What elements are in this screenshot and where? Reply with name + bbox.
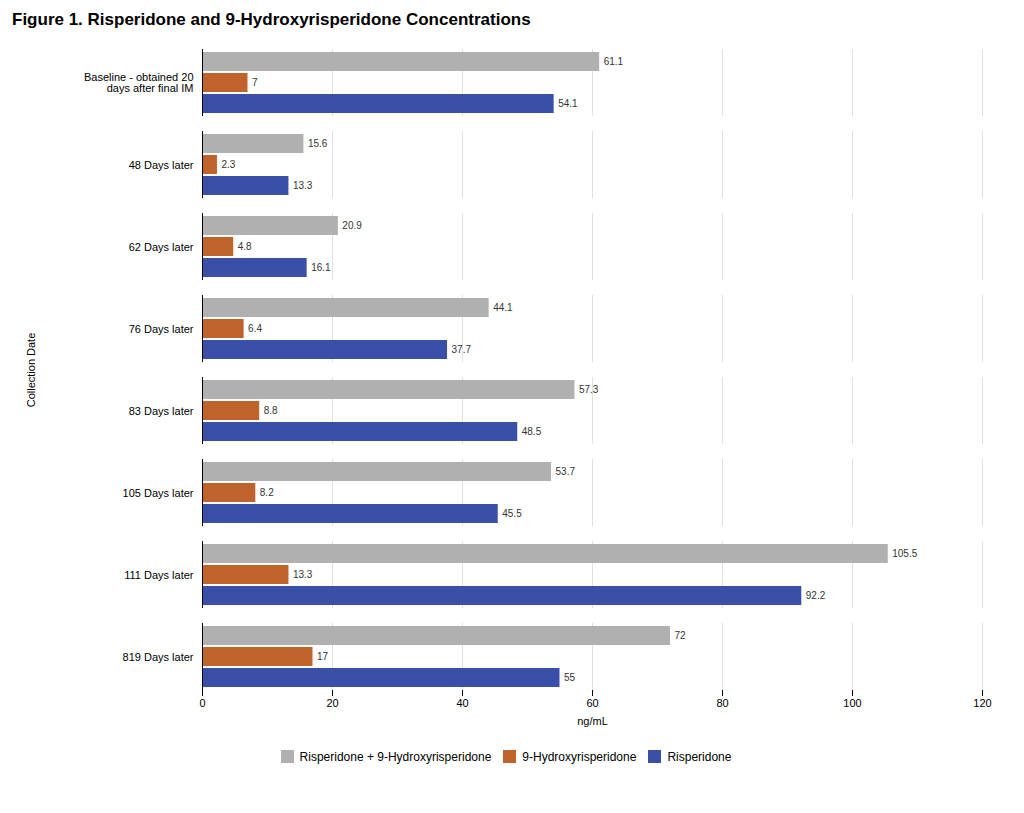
svg-text:Baseline - obtained 20days aft: Baseline - obtained 20days after final I…	[84, 71, 193, 94]
svg-text:80: 80	[716, 697, 728, 709]
svg-text:61.1: 61.1	[604, 56, 624, 67]
svg-text:92.2: 92.2	[806, 590, 826, 601]
svg-text:72: 72	[675, 630, 687, 641]
svg-text:105 Days later: 105 Days later	[123, 487, 194, 499]
svg-text:44.1: 44.1	[493, 302, 513, 313]
svg-text:4.8: 4.8	[238, 241, 252, 252]
html-text:Risperidone + 9-Hydroxyrisperi: Risperidone + 9-Hydroxyrisperidone	[299, 749, 492, 764]
svg-text:819 Days later: 819 Days later	[123, 651, 194, 663]
svg-text:62 Days later: 62 Days later	[129, 241, 194, 253]
svg-text:45.5: 45.5	[502, 508, 522, 519]
svg-text:55: 55	[564, 672, 576, 683]
html-text:Risperidone: Risperidone	[667, 749, 732, 764]
svg-text:2.3: 2.3	[221, 159, 235, 170]
svg-text:120: 120	[973, 697, 991, 709]
svg-text:105.5: 105.5	[892, 548, 917, 559]
svg-text:48 Days later: 48 Days later	[129, 159, 194, 171]
svg-text:8.2: 8.2	[260, 487, 274, 498]
svg-text:Collection Date: Collection Date	[25, 333, 37, 408]
svg-text:54.1: 54.1	[558, 98, 578, 109]
svg-text:40: 40	[456, 697, 468, 709]
svg-text:15.6: 15.6	[308, 138, 328, 149]
svg-text:17: 17	[317, 651, 329, 662]
svg-text:8.8: 8.8	[264, 405, 278, 416]
svg-text:13.3: 13.3	[293, 180, 313, 191]
svg-text:57.3: 57.3	[579, 384, 599, 395]
svg-text:20.9: 20.9	[342, 220, 362, 231]
svg-text:48.5: 48.5	[522, 426, 542, 437]
svg-text:53.7: 53.7	[556, 466, 576, 477]
svg-text:ng/mL: ng/mL	[577, 715, 608, 727]
svg-text:100: 100	[843, 697, 861, 709]
svg-text:0: 0	[199, 697, 205, 709]
svg-text:20: 20	[326, 697, 338, 709]
html-text:9-Hydroxyrisperidone: 9-Hydroxyrisperidone	[522, 749, 637, 764]
svg-text:37.7: 37.7	[452, 344, 472, 355]
svg-text:13.3: 13.3	[293, 569, 313, 580]
svg-text:76 Days later: 76 Days later	[129, 323, 194, 335]
svg-text:60: 60	[586, 697, 598, 709]
svg-text:7: 7	[252, 77, 258, 88]
svg-text:111 Days later: 111 Days later	[124, 569, 194, 581]
svg-text:83 Days later: 83 Days later	[129, 405, 194, 417]
svg-text:6.4: 6.4	[248, 323, 262, 334]
html-text:Figure 1. Risperidone and 9-Hy: Figure 1. Risperidone and 9-Hydroxyrispe…	[12, 10, 531, 29]
svg-text:16.1: 16.1	[311, 262, 331, 273]
